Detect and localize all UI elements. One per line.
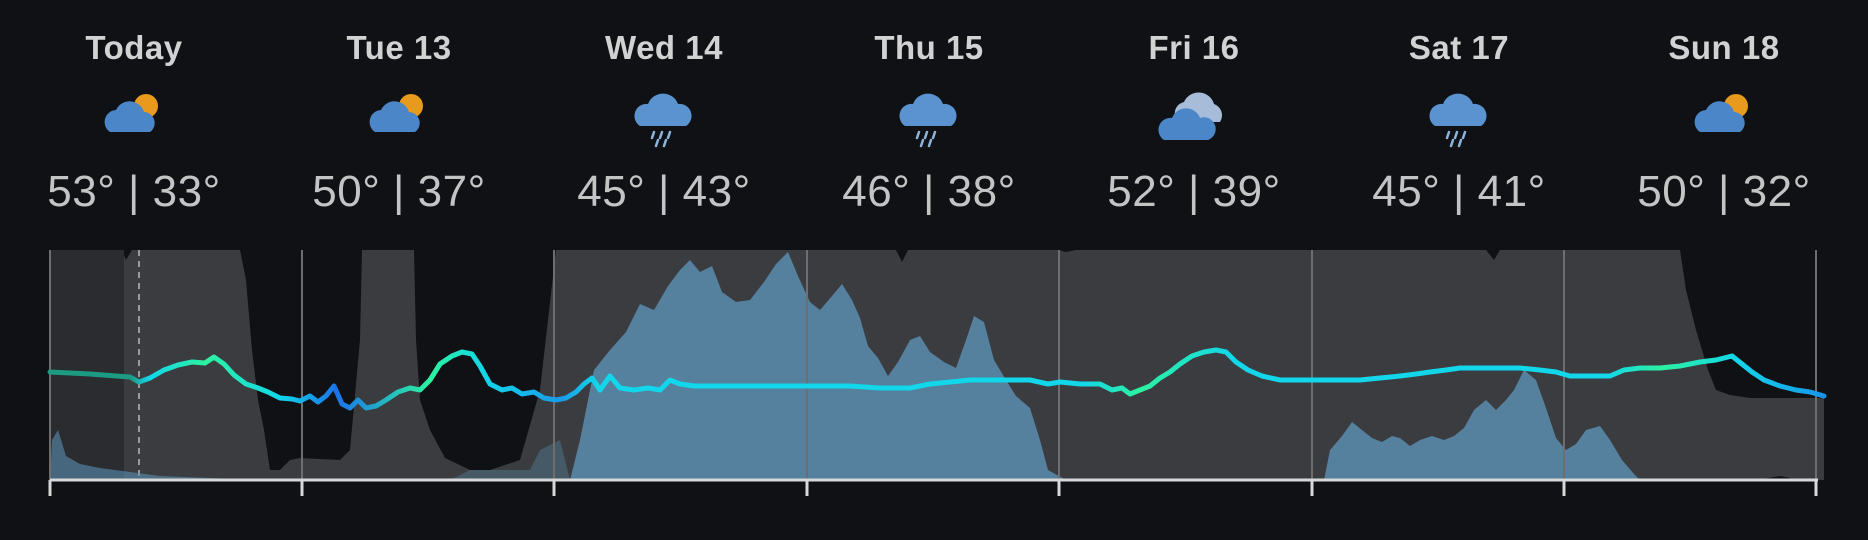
precipitation-area-late [450,440,570,480]
day-temps: 46° | 38° [842,167,1016,216]
day-label: Fri 16 [1148,29,1240,66]
day-column-tue-13[interactable]: Tue 13 50° | 37° [279,0,519,240]
partly-cloudy-icon [369,94,423,132]
day-column-today[interactable]: Today 53° | 33° [14,0,254,240]
day-column-sat-17[interactable]: Sat 17 45° | 41° [1339,0,1579,240]
rain-cloud-icon [899,93,957,148]
hourly-forecast-graph[interactable] [0,240,1868,540]
day-label: Tue 13 [346,29,452,66]
day-column-wed-14[interactable]: Wed 14 45° | 43° [544,0,784,240]
forecast-days: Today 53° | 33° Tue 13 50° | 37° Wed 14 … [0,0,1868,240]
day-temps: 45° | 43° [577,167,751,216]
past-hours-shade [50,250,124,480]
day-temps: 50° | 32° [1637,167,1811,216]
day-column-thu-15[interactable]: Thu 15 46° | 38° [809,0,1049,240]
day-label: Wed 14 [605,29,723,66]
day-temps: 45° | 41° [1372,167,1546,216]
day-label: Today [85,29,183,66]
day-temps: 52° | 39° [1107,167,1281,216]
day-temps: 50° | 37° [312,167,486,216]
precipitation-area-weekend [1324,370,1640,480]
day-label: Thu 15 [874,29,984,66]
day-label: Sun 18 [1668,29,1780,66]
precipitation-area-early [50,430,260,480]
rain-cloud-icon [634,93,692,148]
temperature-line [47,347,1827,411]
day-temps: 53° | 33° [47,167,221,216]
cloudy-icon [1158,92,1223,140]
day-label: Sat 17 [1408,29,1510,66]
day-column-fri-16[interactable]: Fri 16 52° | 39° [1074,0,1314,240]
day-column-sun-18[interactable]: Sun 18 50° | 32° [1604,0,1844,240]
partly-cloudy-icon [1694,94,1748,132]
partly-cloudy-icon [104,94,158,132]
rain-cloud-icon [1429,93,1487,148]
precipitation-area [570,252,1066,480]
